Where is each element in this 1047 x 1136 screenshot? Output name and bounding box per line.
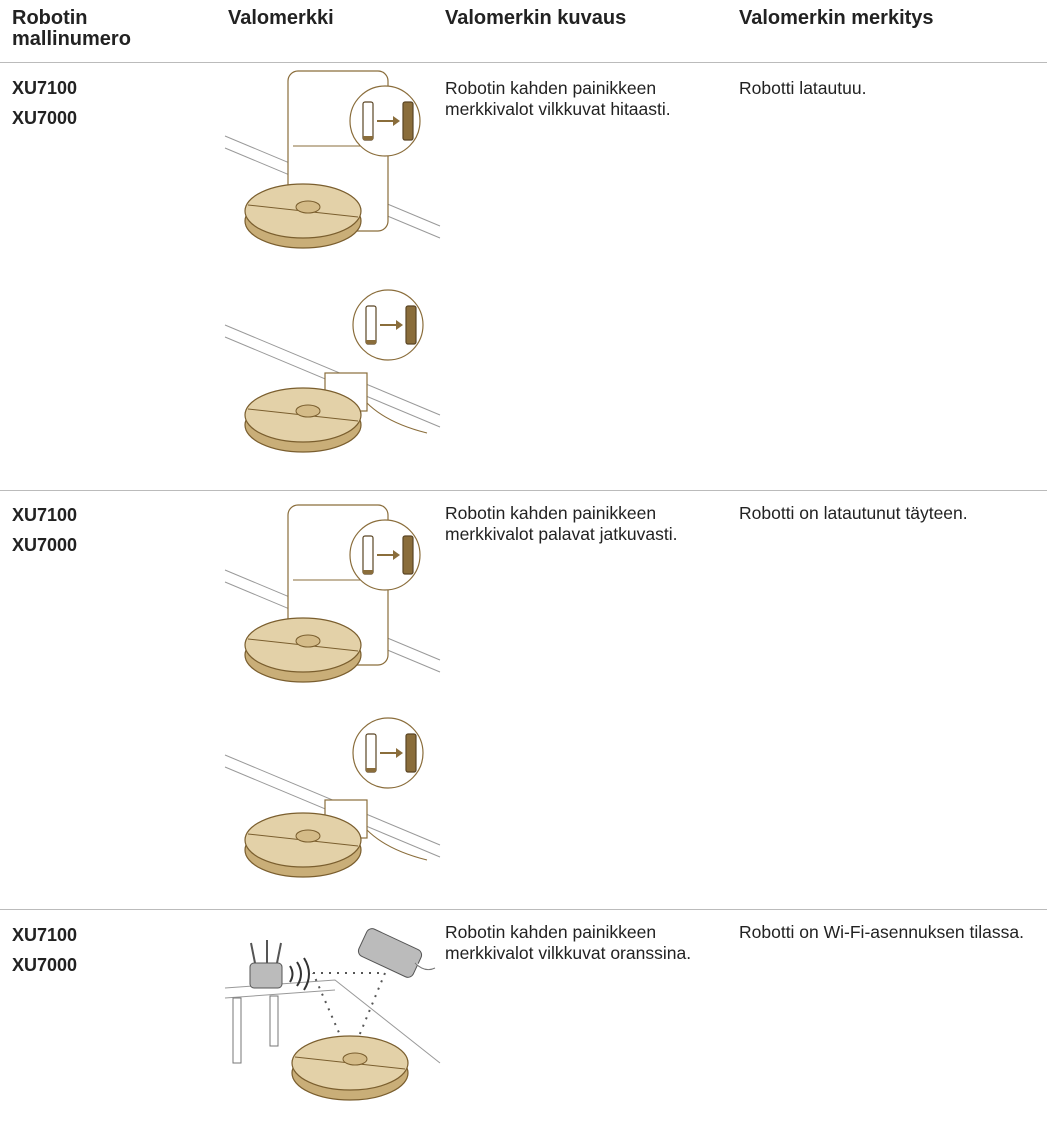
row-rule (0, 62, 1047, 63)
illustration-dock (224, 504, 441, 683)
description: Robotin kahden painikkeen merkkivalot vi… (445, 922, 692, 963)
meaning: Robotti on latautunut täyteen. (739, 503, 968, 523)
illustration-dock (224, 70, 441, 249)
model: XU7000 (12, 535, 78, 555)
model: XU7100 (12, 925, 78, 945)
header-cell: Valomerkki (228, 7, 334, 29)
description: Robotin kahden painikkeen merkkivalot pa… (445, 503, 678, 544)
header-cell: Robotin mallinumero (12, 7, 131, 50)
meaning: Robotti latautuu. (739, 78, 867, 98)
model: XU7100 (12, 78, 78, 98)
row-rule (0, 909, 1047, 910)
header-cell: Valomerkin merkitys (739, 7, 934, 29)
model: XU7000 (12, 955, 78, 975)
illustration-wifi (224, 928, 441, 1101)
illustration-base (224, 717, 441, 878)
model: XU7100 (12, 505, 78, 525)
model: XU7000 (12, 108, 78, 128)
meaning: Robotti on Wi-Fi-asennuksen tilassa. (739, 922, 1024, 942)
header-cell: Valomerkin kuvaus (445, 7, 627, 29)
description: Robotin kahden painikkeen merkkivalot vi… (445, 78, 671, 119)
row-rule (0, 490, 1047, 491)
illustration-base (224, 289, 441, 453)
